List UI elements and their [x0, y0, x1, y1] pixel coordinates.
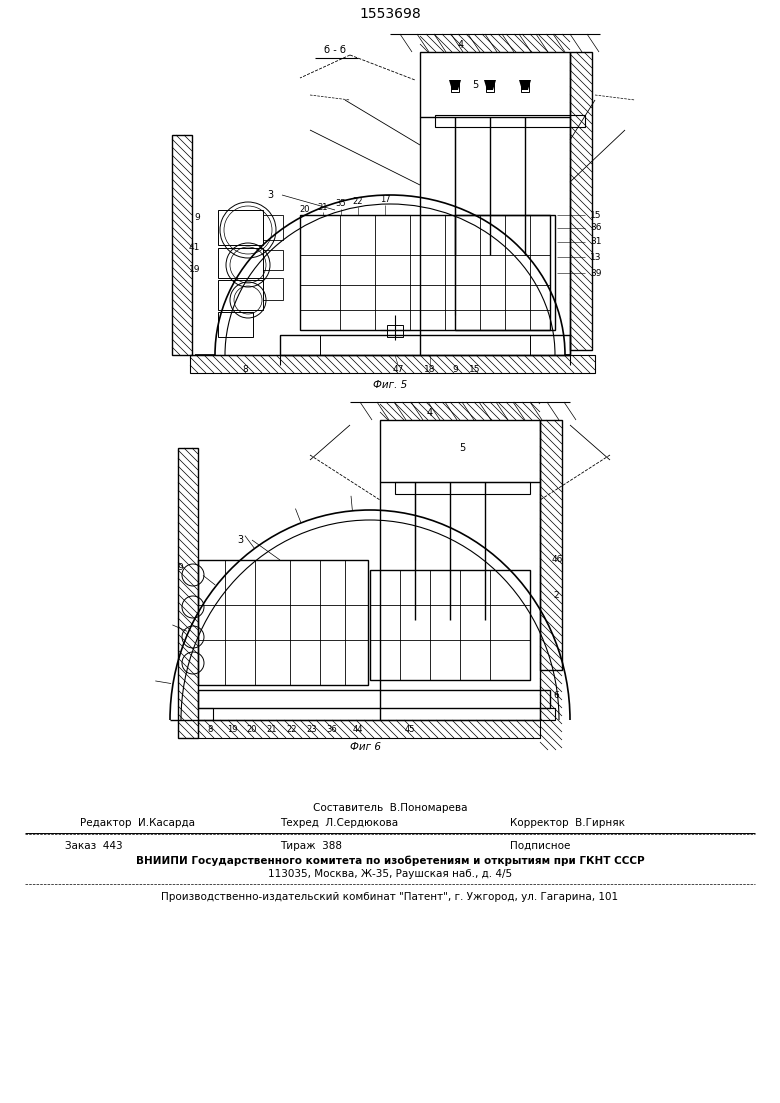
Text: Редактор  И.Касарда: Редактор И.Касарда — [80, 818, 195, 828]
Bar — [218, 280, 263, 310]
Text: 17: 17 — [380, 195, 390, 204]
Text: Производственно-издательский комбинат "Патент", г. Ужгород, ул. Гагарина, 101: Производственно-издательский комбинат "П… — [161, 892, 619, 902]
Text: Составитель  В.Пономарева: Составитель В.Пономарева — [313, 803, 467, 813]
Text: 46: 46 — [552, 556, 563, 565]
Text: 22: 22 — [287, 726, 297, 735]
Text: 15: 15 — [470, 365, 480, 375]
Bar — [451, 81, 459, 92]
Polygon shape — [484, 81, 496, 90]
Text: 13: 13 — [590, 253, 601, 261]
Bar — [198, 708, 213, 720]
Text: 5: 5 — [472, 81, 478, 90]
Text: 2: 2 — [553, 590, 558, 600]
Bar — [172, 135, 192, 355]
Text: б - б: б - б — [324, 45, 346, 55]
Text: 20: 20 — [300, 205, 310, 214]
Bar — [300, 215, 550, 330]
Bar — [263, 278, 283, 300]
Text: 21: 21 — [317, 203, 328, 212]
Text: 22: 22 — [353, 197, 363, 206]
Bar — [570, 52, 592, 350]
Bar — [455, 215, 555, 330]
Polygon shape — [519, 81, 531, 90]
Bar — [190, 355, 595, 373]
Bar — [198, 690, 550, 708]
Text: 8: 8 — [242, 365, 248, 375]
Bar — [530, 335, 570, 355]
Text: Фиг 6: Фиг 6 — [349, 742, 381, 752]
Text: 19: 19 — [227, 726, 237, 735]
Bar — [395, 482, 530, 494]
Bar — [540, 708, 555, 720]
Bar — [218, 248, 263, 278]
Bar — [370, 570, 530, 681]
Text: Тираж  388: Тираж 388 — [280, 840, 342, 852]
Text: 39: 39 — [590, 268, 601, 278]
Bar — [178, 448, 198, 738]
Bar — [198, 720, 540, 738]
Text: 23: 23 — [307, 726, 317, 735]
Text: 9: 9 — [177, 564, 183, 572]
Text: Подписное: Подписное — [510, 840, 570, 852]
Bar — [380, 420, 540, 482]
Bar — [521, 81, 529, 92]
Bar — [263, 215, 283, 240]
Text: 35: 35 — [335, 200, 346, 208]
Bar — [540, 420, 562, 670]
Bar — [218, 312, 253, 338]
Text: 3: 3 — [237, 535, 243, 545]
Text: 19: 19 — [189, 266, 200, 275]
Bar — [486, 81, 494, 92]
Bar — [280, 335, 320, 355]
Text: Техред  Л.Сердюкова: Техред Л.Сердюкова — [280, 818, 398, 828]
Text: 21: 21 — [267, 726, 277, 735]
Text: 47: 47 — [392, 365, 404, 375]
Text: 4: 4 — [427, 408, 433, 418]
Bar — [387, 325, 403, 338]
Text: 41: 41 — [189, 244, 200, 253]
Text: 18: 18 — [424, 365, 436, 375]
Text: 8: 8 — [207, 726, 213, 735]
Bar — [280, 335, 570, 355]
Bar — [420, 52, 570, 117]
Bar — [198, 560, 368, 685]
Text: 6: 6 — [553, 690, 558, 699]
Text: 44: 44 — [353, 726, 363, 735]
Text: 36: 36 — [590, 224, 601, 233]
Text: 1553698: 1553698 — [359, 7, 421, 21]
Text: 31: 31 — [590, 237, 601, 246]
Polygon shape — [449, 81, 461, 90]
Text: 20: 20 — [246, 726, 257, 735]
Text: 113035, Москва, Ж-35, Раушская наб., д. 4/5: 113035, Москва, Ж-35, Раушская наб., д. … — [268, 869, 512, 879]
Text: 36: 36 — [327, 726, 338, 735]
Bar — [435, 115, 585, 127]
Bar — [218, 210, 263, 245]
Text: 45: 45 — [405, 726, 415, 735]
Text: Заказ  443: Заказ 443 — [65, 840, 122, 852]
Text: Корректор  В.Гирняк: Корректор В.Гирняк — [510, 818, 625, 828]
Text: Фиг. 5: Фиг. 5 — [373, 381, 407, 390]
Text: 3: 3 — [267, 190, 273, 200]
Text: 9: 9 — [452, 365, 458, 375]
Text: 5: 5 — [459, 443, 465, 453]
Text: 15: 15 — [590, 211, 601, 219]
Text: ВНИИПИ Государственного комитета по изобретениям и открытиям при ГКНТ СССР: ВНИИПИ Государственного комитета по изоб… — [136, 856, 644, 866]
Text: 4: 4 — [458, 40, 464, 50]
Bar — [263, 250, 283, 270]
Text: 9: 9 — [194, 214, 200, 223]
